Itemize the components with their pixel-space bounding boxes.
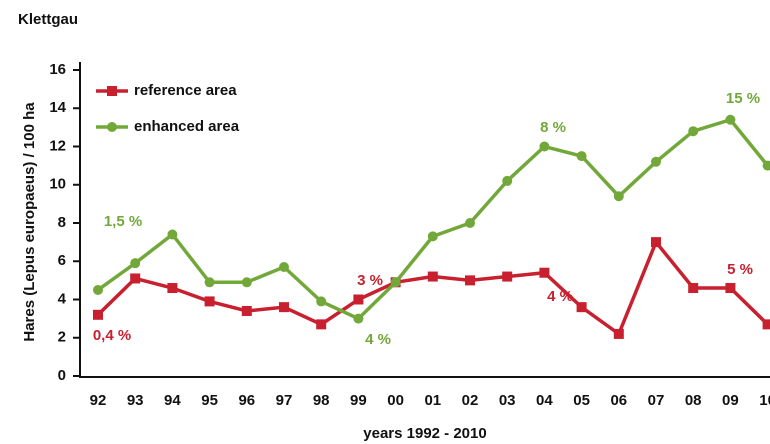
marker [688, 126, 699, 137]
marker [427, 231, 438, 242]
marker [576, 151, 587, 162]
x-tick-label: 02 [462, 392, 479, 409]
annotation: 4 % [365, 331, 391, 348]
x-tick-label: 00 [387, 392, 404, 409]
marker [465, 275, 475, 286]
marker [613, 191, 624, 202]
x-tick-label: 94 [164, 392, 181, 409]
legend-label: enhanced area [134, 118, 240, 135]
x-tick-label: 10 [759, 392, 770, 409]
marker [390, 277, 401, 288]
annotation: 5 % [727, 261, 753, 278]
marker [725, 114, 736, 125]
marker [93, 309, 103, 320]
annotation: 3 % [357, 272, 383, 289]
x-tick-label: 01 [424, 392, 441, 409]
annotation: 15 % [726, 90, 760, 107]
marker [465, 218, 475, 228]
x-tick-label: 07 [648, 392, 665, 409]
marker [130, 258, 141, 269]
marker [316, 319, 327, 330]
y-tick-label: 14 [49, 99, 66, 116]
y-tick-label: 2 [58, 329, 66, 346]
x-tick-label: 97 [276, 392, 293, 409]
x-tick-label: 04 [536, 392, 553, 409]
marker [576, 302, 587, 313]
marker [539, 267, 550, 278]
marker [93, 284, 103, 295]
marker [167, 229, 178, 240]
x-tick-label: 08 [685, 392, 702, 409]
y-tick-label: 10 [49, 176, 66, 193]
series-line [96, 238, 769, 337]
x-tick-label: 05 [573, 392, 590, 409]
x-axis-label: years 1992 - 2010 [363, 425, 486, 442]
marker [279, 261, 289, 272]
marker [353, 313, 364, 324]
marker [725, 283, 736, 294]
series-line [96, 117, 769, 321]
y-tick-label: 8 [58, 214, 66, 231]
x-tick-label: 92 [90, 392, 107, 409]
chart-title: Klettgau [18, 11, 78, 28]
y-tick-label: 16 [49, 61, 66, 78]
marker [316, 296, 327, 307]
marker [502, 175, 513, 186]
marker [204, 296, 215, 307]
marker [613, 328, 624, 339]
x-tick-label: 09 [722, 392, 739, 409]
x-tick-label: 96 [238, 392, 255, 409]
marker [130, 273, 141, 284]
marker [107, 122, 117, 132]
annotation: 4 % [547, 288, 573, 305]
x-tick-label: 95 [201, 392, 218, 409]
y-tick-label: 6 [58, 252, 66, 269]
annotation: 0,4 % [93, 327, 131, 344]
y-tick-label: 4 [58, 290, 67, 307]
x-tick-label: 99 [350, 392, 367, 409]
marker [762, 160, 770, 171]
y-tick-label: 0 [58, 367, 66, 384]
marker [107, 86, 117, 96]
marker [651, 156, 661, 167]
marker [762, 319, 770, 330]
x-tick-label: 03 [499, 392, 516, 409]
marker [204, 277, 215, 288]
y-tick-label: 12 [49, 137, 66, 154]
marker [241, 305, 252, 316]
y-axis-label: Hares (Lepus europaeus) / 100 ha [21, 102, 38, 342]
marker [502, 271, 513, 282]
marker [651, 237, 661, 248]
annotation: 1,5 % [104, 213, 142, 230]
marker [279, 302, 289, 313]
marker [427, 271, 438, 282]
x-tick-label: 98 [313, 392, 330, 409]
x-tick-label: 93 [127, 392, 144, 409]
marker [241, 277, 252, 288]
annotation: 8 % [540, 119, 566, 136]
x-tick-label: 06 [610, 392, 627, 409]
legend-label: reference area [134, 82, 237, 99]
marker [353, 294, 364, 305]
marker [688, 283, 699, 294]
marker [167, 283, 178, 294]
marker [539, 141, 550, 152]
